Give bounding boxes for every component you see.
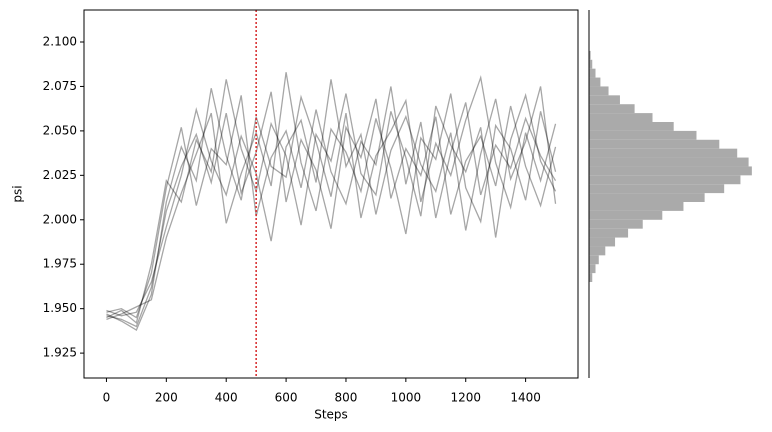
histogram-bar <box>589 139 720 149</box>
x-axis-label: Steps <box>314 408 348 422</box>
y-tick-label: 1.975 <box>43 257 77 271</box>
x-tick-label: 200 <box>155 391 178 405</box>
histogram-bar <box>589 273 593 282</box>
trace-line <box>106 79 557 325</box>
trace-line <box>106 72 557 320</box>
histogram-bar <box>589 157 749 167</box>
x-tick-label: 1000 <box>391 391 422 405</box>
trace-line <box>106 79 557 317</box>
histogram-bar <box>589 166 752 176</box>
histogram-bar <box>589 210 663 220</box>
histogram-bar <box>589 86 609 96</box>
histogram-bar <box>589 122 674 131</box>
histogram-bar <box>589 113 653 122</box>
y-tick-label: 1.950 <box>43 301 77 315</box>
histogram-bar <box>589 95 620 105</box>
y-tick-label: 2.100 <box>43 35 77 49</box>
plot-frame <box>83 9 579 379</box>
histogram-bar <box>589 246 606 256</box>
y-tick-label: 2.075 <box>43 79 77 93</box>
x-tick-label: 1400 <box>510 391 541 405</box>
histogram-bar <box>589 219 643 229</box>
histogram-bar <box>589 175 741 185</box>
trace-line <box>106 74 557 331</box>
histogram-bar <box>589 237 616 247</box>
x-tick-label: 800 <box>335 391 358 405</box>
y-tick-label: 2.050 <box>43 123 77 137</box>
histogram-bar <box>589 228 629 238</box>
y-tick-label: 2.000 <box>43 212 77 226</box>
histogram-bar <box>589 255 599 265</box>
histogram-bar <box>589 264 596 274</box>
histogram-bar <box>589 148 738 158</box>
histogram-bar <box>589 202 684 211</box>
histogram-bar <box>589 59 593 69</box>
x-tick-label: 600 <box>275 391 298 405</box>
y-tick-label: 1.925 <box>43 346 77 360</box>
y-tick-label: 2.025 <box>43 168 77 182</box>
x-tick-label: 400 <box>215 391 238 405</box>
histogram-bar <box>589 104 635 114</box>
histogram-bar <box>589 130 697 140</box>
trace-line <box>106 91 557 328</box>
histogram-bar <box>589 193 705 202</box>
histogram-bar <box>589 50 591 60</box>
x-tick-label: 0 <box>103 391 111 405</box>
x-tick-label: 1200 <box>450 391 481 405</box>
y-axis-label: psi <box>11 185 25 202</box>
trace-line <box>106 86 557 319</box>
histogram-bar <box>589 77 601 87</box>
histogram-bar <box>589 184 725 194</box>
histogram-bar <box>589 68 596 78</box>
